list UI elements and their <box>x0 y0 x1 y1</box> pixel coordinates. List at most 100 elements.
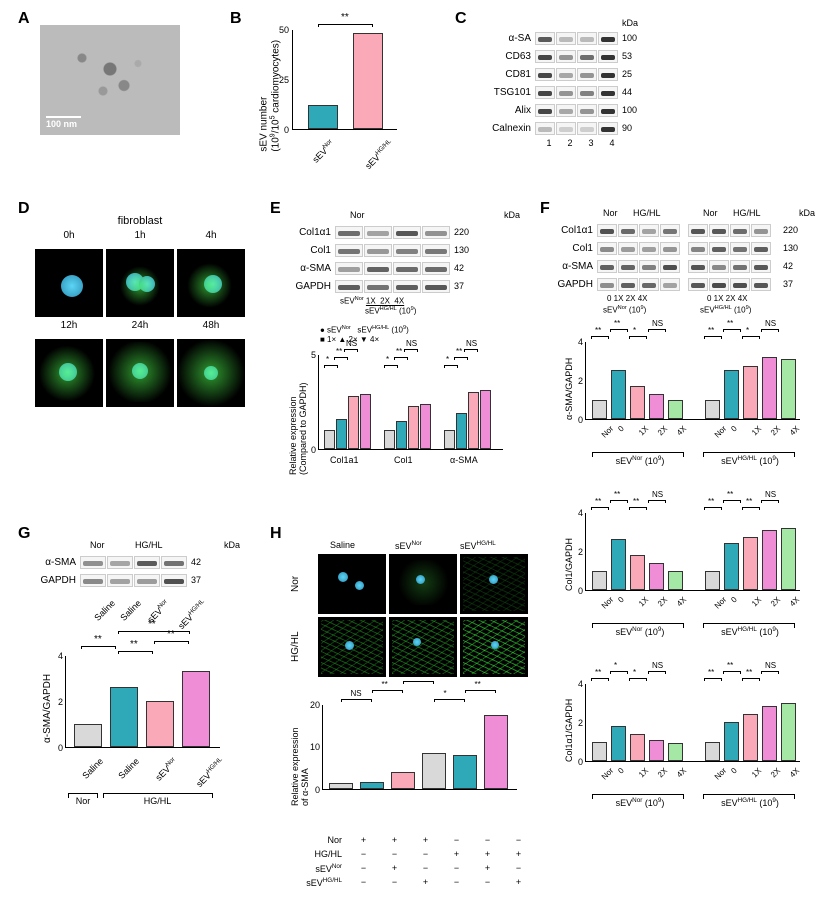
f-xlabel: 2X <box>656 595 669 608</box>
sig-bracket <box>591 678 609 681</box>
blot-band <box>559 127 573 132</box>
blot-kda: 37 <box>454 281 464 291</box>
blot-kda: 100 <box>622 33 637 43</box>
g-x0: Saline <box>80 756 105 781</box>
h-ytick: 20 <box>305 700 320 710</box>
g-ylabel: α-SMA/GAPDH <box>42 648 53 743</box>
blot-band <box>396 267 418 272</box>
sig-bracket <box>704 678 722 681</box>
g-sb <box>81 646 116 649</box>
sig-bracket <box>334 357 348 360</box>
panel-e: Nor kDa Col1α1220Col1130α-SMA42GAPDH37 s… <box>290 210 520 495</box>
blot-band <box>538 73 552 78</box>
blot-band <box>559 55 573 60</box>
blot-lanes <box>688 260 771 273</box>
blot-band <box>621 247 635 252</box>
design-mark: + <box>503 877 534 887</box>
sig-text: ** <box>456 347 462 356</box>
h-chart: Relative expressionof α-SMA 20 10 0 NS**… <box>290 691 530 831</box>
sig-text: ** <box>746 497 752 506</box>
blot-protein-label: Col1 <box>555 243 597 254</box>
f-bar <box>592 571 607 591</box>
f-xlabel: Nor <box>600 595 615 610</box>
e-ytick: 0 <box>305 445 316 455</box>
blot-lane <box>598 86 618 99</box>
blot-lane <box>422 226 450 239</box>
blot-kda: 37 <box>783 279 793 289</box>
blot-lane <box>730 224 750 237</box>
d-img-12h <box>35 339 103 407</box>
h-ytick: 10 <box>305 742 320 752</box>
blot-band <box>600 283 614 288</box>
f-bar <box>705 571 720 591</box>
h-img <box>389 554 457 614</box>
e-bar <box>444 430 455 449</box>
blot-kda: 25 <box>622 69 632 79</box>
group-label: sEVHG/HL (109) <box>705 455 795 466</box>
sig-text: ** <box>595 326 601 335</box>
group-label: sEVHG/HL (109) <box>705 626 795 637</box>
h-ch0: Saline <box>330 540 355 550</box>
f-bar <box>649 740 664 761</box>
d-img-0h <box>35 249 103 317</box>
blot-lane <box>556 122 576 135</box>
blot-lane <box>107 556 133 569</box>
blot-lane <box>393 226 421 239</box>
sig-text: * <box>633 668 636 677</box>
blot-kda: 42 <box>454 263 464 273</box>
blot-band <box>396 249 418 254</box>
h-ch2: sEVHG/HL <box>460 540 496 551</box>
blot-lane <box>577 104 597 117</box>
g-gb1 <box>68 793 98 794</box>
h-bar <box>329 783 353 789</box>
g-x2: sEVNor <box>153 756 180 783</box>
blot-row: Col1α1220 <box>555 222 815 238</box>
blot-row: Alix100 <box>480 102 638 118</box>
design-mark: − <box>348 877 379 887</box>
f-xlabel: 2X <box>769 424 782 437</box>
blot-protein-label: GAPDH <box>555 279 597 290</box>
blot-lanes <box>688 278 771 291</box>
design-row-label: HG/HL <box>290 849 348 859</box>
blot-band <box>367 231 389 236</box>
h-rh0: Nor <box>290 554 315 614</box>
f-xlabel: 4X <box>675 424 688 437</box>
f-dlbl2: sEVHG/HL (109) <box>700 305 751 315</box>
f-bar <box>724 543 739 590</box>
blot-lane <box>639 224 659 237</box>
f-bar <box>630 386 645 419</box>
sig-text: NS <box>466 339 477 348</box>
blot-row: TSG10144 <box>480 84 638 100</box>
blot-lane <box>556 86 576 99</box>
e-bar <box>468 392 479 449</box>
f-xlabel: 1X <box>637 766 650 779</box>
f-bar <box>592 742 607 762</box>
f-hdr-nor: Nor <box>603 208 618 218</box>
blot-lane <box>688 260 708 273</box>
blot-band <box>559 73 573 78</box>
f-bar <box>611 726 626 761</box>
f-xlabel: 4X <box>788 766 801 779</box>
blot-band <box>83 579 103 584</box>
sig-text: ** <box>382 680 388 689</box>
sig-bracket <box>434 699 465 702</box>
sig-bracket <box>444 365 458 368</box>
f-bar <box>611 370 626 419</box>
f-xlabel: 2X <box>769 595 782 608</box>
g-sb <box>118 631 190 634</box>
blot-band <box>164 579 184 584</box>
sig-bracket <box>742 507 760 510</box>
blot-kda: 90 <box>622 123 632 133</box>
e-bar <box>384 430 395 449</box>
f-bar <box>724 722 739 761</box>
sig-bracket <box>704 507 722 510</box>
f-subchart: Col1/GAPDH024Nor01X2X4XNor01X2X4XsEVNor … <box>555 495 810 660</box>
g-bar <box>146 701 174 747</box>
blot-band <box>338 267 360 272</box>
blot-lanes <box>597 260 680 273</box>
blot-row: GAPDH37 <box>35 572 260 588</box>
blot-protein-label: CD81 <box>480 69 535 80</box>
f-axes: 024 <box>585 513 800 591</box>
f-bar <box>611 539 626 590</box>
sig-text: ** <box>595 668 601 677</box>
